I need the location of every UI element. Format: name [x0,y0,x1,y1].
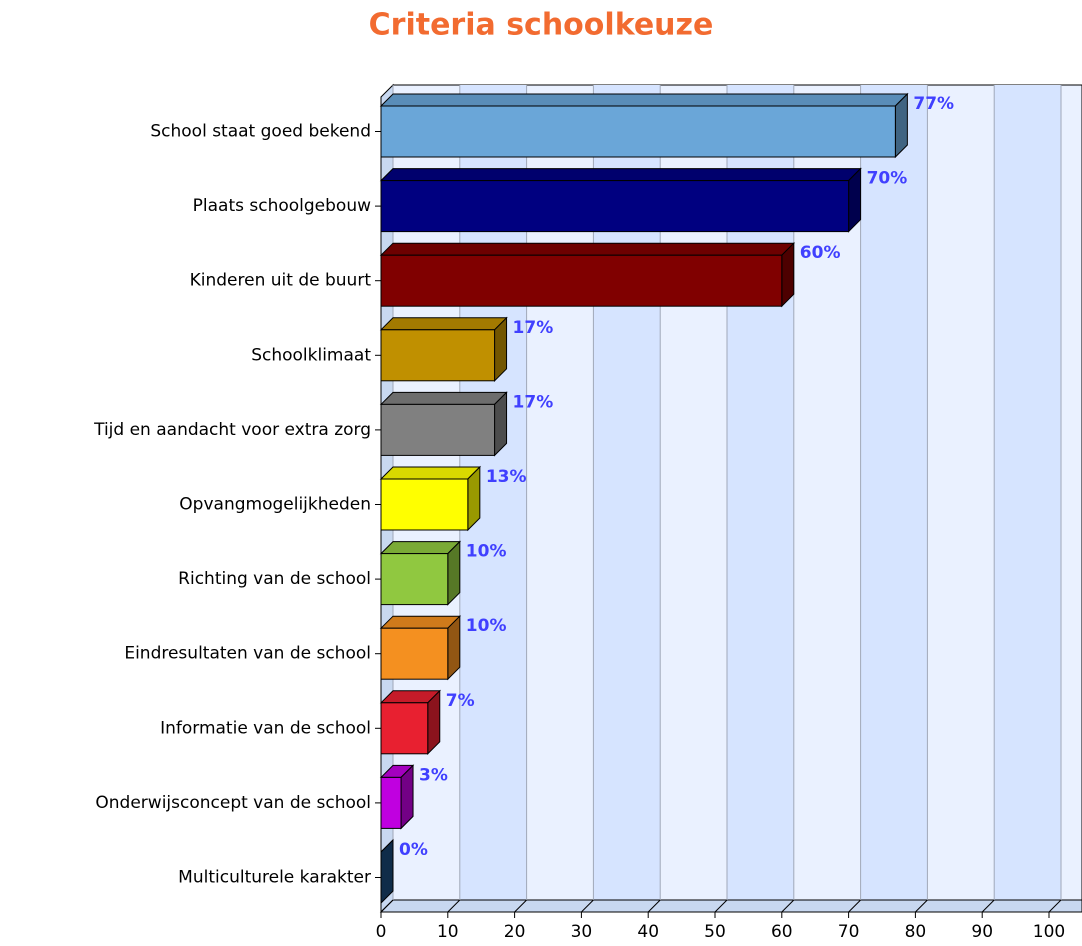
bar-top [379,317,508,331]
bar [379,689,441,756]
bar [379,92,909,159]
bar [379,465,482,532]
category-label: Eindresultaten van de school [124,644,371,664]
floor-grid [915,899,928,913]
bar-front [380,776,402,829]
bar [379,241,796,308]
bar-front [380,254,783,307]
x-tick-label: 50 [704,922,726,942]
x-tick-label: 80 [905,922,927,942]
bar-front [380,180,850,233]
bar-front [380,478,469,531]
bar-front [380,105,896,158]
value-label: 17% [513,392,554,412]
value-label: 13% [486,467,527,487]
category-label: Tijd en aandacht voor extra zorg [93,420,371,440]
bar-top [379,466,482,480]
value-label: 7% [446,691,475,711]
bar [379,540,462,606]
category-label: Multiculturele karakter [178,868,371,888]
grid-band [994,85,1061,900]
x-tick-label: 40 [637,922,659,942]
bar [379,764,415,830]
bar [379,614,462,681]
bar-front [380,403,496,456]
bar-top [379,168,862,182]
bar-front [380,702,429,755]
floor-grid [981,899,995,913]
chart-title: Criteria schoolkeuze [369,8,714,43]
floor-grid [1048,899,1062,913]
x-tick-label: 90 [971,922,993,942]
category-label: Onderwijsconcept van de school [95,793,371,813]
x-tick-label: 30 [571,922,593,942]
x-tick-label: 0 [376,922,387,942]
category-label: Richting van de school [178,569,371,589]
value-label: 70% [867,169,908,189]
value-label: 10% [466,542,507,562]
category-label: Plaats schoolgebouw [193,196,371,216]
value-label: 0% [399,840,428,860]
bar-front [380,553,449,606]
bar [379,316,508,383]
floor-grid [380,899,394,913]
bar-side [380,838,394,905]
category-label: Informatie van de school [160,718,371,738]
value-label: 60% [800,243,841,263]
bar-front [380,329,496,382]
category-label: Kinderen uit de buurt [190,271,372,291]
bar-front [380,627,449,680]
floor-grid [848,899,861,913]
bar-top [379,242,796,256]
x-tick-label: 20 [504,922,526,942]
category-label: Opvangmogelijkheden [179,495,371,515]
bar [379,167,862,233]
value-label: 3% [419,765,448,785]
floor [379,899,1082,913]
floor-grid [781,899,795,913]
floor-grid [647,899,661,913]
x-tick-label: 10 [437,922,459,942]
x-tick-label: 70 [838,922,860,942]
category-label: School staat goed bekend [150,122,371,142]
x-tick-label: 100 [1033,922,1065,942]
category-label: Schoolklimaat [251,345,371,365]
floor-grid [581,899,594,913]
value-label: 10% [466,616,507,636]
bar-top [379,541,462,555]
floor-grid [714,899,728,913]
floor-grid [447,899,461,913]
bar [379,391,508,457]
bar-top [379,93,909,107]
bar [380,838,394,905]
bar-top [379,615,462,629]
value-label: 17% [513,318,554,338]
value-label: 77% [913,94,954,114]
floor-grid [514,899,527,913]
bar-top [379,391,508,405]
x-tick-label: 60 [771,922,793,942]
grid-band [860,85,928,900]
